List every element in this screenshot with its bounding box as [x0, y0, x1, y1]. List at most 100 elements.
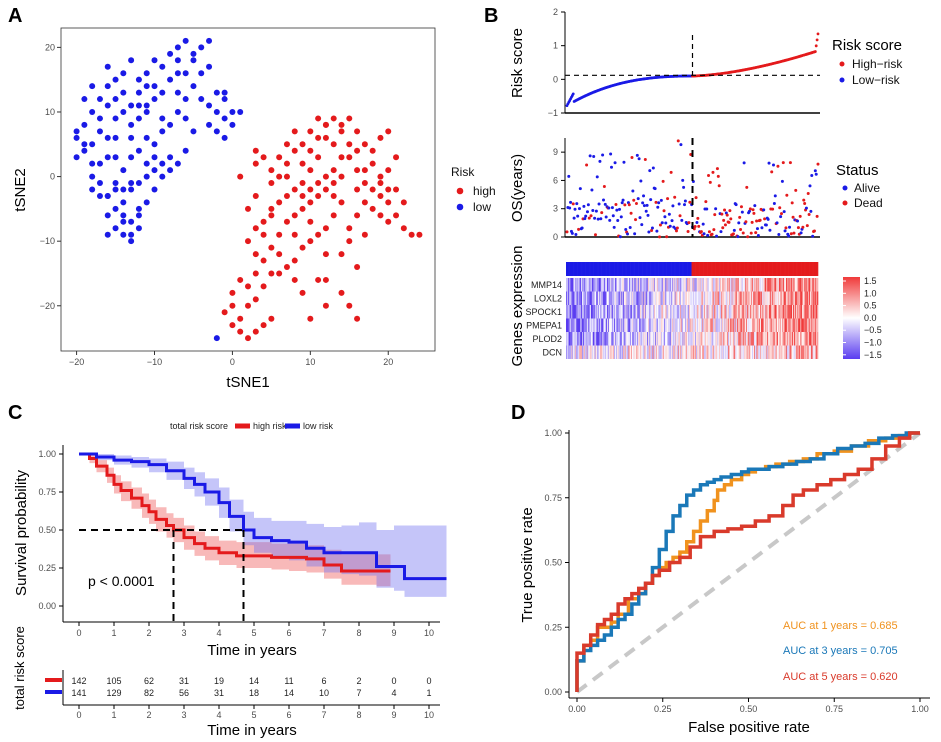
- heatmap-cell: [692, 305, 694, 319]
- heatmap-cell: [810, 305, 813, 319]
- tsne-point-low: [206, 121, 213, 128]
- heatmap-cell: [728, 318, 730, 332]
- heatmap-group-cell: [651, 262, 653, 276]
- heatmap-cell: [688, 305, 691, 319]
- heatmap-cell: [644, 291, 646, 305]
- tsne-point-low: [120, 199, 127, 206]
- heatmap-cell: [704, 278, 706, 292]
- heatmap-cell: [712, 305, 714, 319]
- heatmap-cell: [623, 278, 626, 292]
- heatmap-cell: [725, 332, 727, 346]
- tsne-point-high: [237, 276, 244, 283]
- heatmap-group-cell: [626, 262, 628, 276]
- heatmap-cell: [611, 278, 613, 292]
- heatmap-cell: [574, 305, 577, 319]
- heatmap-cell: [655, 332, 658, 346]
- heatmap-cell: [639, 332, 641, 346]
- heatmap-cell: [616, 305, 618, 319]
- heatmap-group-cell: [813, 262, 815, 276]
- heatmap-cell: [738, 345, 740, 359]
- heatmap-cell: [661, 291, 663, 305]
- heatmap-cell: [777, 305, 779, 319]
- roc-x-label: False positive rate: [688, 719, 810, 736]
- tsne-point-high: [252, 270, 259, 277]
- heatmap-cell: [673, 305, 675, 319]
- heatmap-group-cell: [671, 262, 674, 276]
- heatmap-cell: [713, 318, 716, 332]
- tsne-point-high: [330, 180, 337, 187]
- tsne-point-high: [291, 147, 298, 154]
- heatmap-cell: [566, 332, 569, 346]
- heatmap-cell: [670, 278, 672, 292]
- heatmap-group-cell: [690, 262, 692, 276]
- heatmap-cell: [611, 332, 613, 346]
- heatmap-cell: [696, 318, 699, 332]
- heatmap-cell: [795, 305, 797, 319]
- heatmap-cell: [572, 305, 574, 319]
- heatmap-cell: [628, 278, 630, 292]
- os-point-dead: [678, 214, 682, 218]
- tsne-point-high: [299, 205, 306, 212]
- heatmap-cell: [695, 305, 697, 319]
- tsne-x-label: tSNE1: [226, 374, 269, 391]
- os-point-alive: [682, 185, 686, 189]
- tsne-point-low: [190, 83, 197, 90]
- tsne-point-high: [338, 199, 345, 206]
- heatmap-group-cell: [800, 262, 802, 276]
- heatmap-group-cell: [728, 262, 730, 276]
- heatmap-cell: [696, 345, 699, 359]
- heatmap-cell: [651, 278, 653, 292]
- tsne-point-low: [182, 96, 189, 103]
- heatmap-cell: [578, 305, 580, 319]
- os-point-alive: [646, 213, 650, 217]
- heatmap-cell: [620, 318, 622, 332]
- heatmap-group-cell: [809, 262, 812, 276]
- heatmap-cell: [704, 305, 706, 319]
- os-point-alive: [773, 194, 777, 198]
- os-point-alive: [603, 202, 607, 206]
- heatmap-cell: [639, 318, 642, 332]
- heatmap-cell: [781, 291, 783, 305]
- heatmap-cell: [646, 318, 648, 332]
- heatmap-cell: [702, 345, 704, 359]
- heatmap-cell: [590, 332, 592, 346]
- heatmap-cell: [679, 332, 682, 346]
- tsne-point-high: [299, 192, 306, 199]
- heatmap-cell: [703, 305, 705, 319]
- tsne-point-low: [174, 160, 181, 167]
- heatmap-cell: [784, 305, 786, 319]
- heatmap-cell: [679, 291, 681, 305]
- heatmap-cell: [786, 305, 789, 319]
- heatmap-cell: [775, 305, 777, 319]
- tsne-point-low: [104, 192, 111, 199]
- heatmap-group-cell: [639, 262, 641, 276]
- heatmap-cell: [626, 278, 628, 292]
- heatmap-group-cell: [683, 262, 685, 276]
- heatmap-cell: [679, 332, 681, 346]
- heatmap-cell: [728, 318, 731, 332]
- heatmap-cell: [777, 305, 780, 319]
- heatmap-cell: [650, 291, 652, 305]
- heatmap-cell: [614, 291, 616, 305]
- heatmap-cell: [621, 318, 623, 332]
- heatmap-group-cell: [661, 262, 663, 276]
- roc-x-tick-label: 0.25: [654, 704, 672, 714]
- heatmap-cell: [768, 291, 770, 305]
- heatmap-group-cell: [657, 262, 659, 276]
- os-point-alive: [657, 201, 661, 205]
- heatmap-cell: [701, 345, 703, 359]
- os-y-tick-label: 3: [553, 204, 558, 214]
- os-point-alive: [619, 215, 623, 219]
- heatmap-cell: [804, 318, 806, 332]
- risk-table-x-tick-label: 6: [286, 710, 291, 720]
- heatmap-cell: [772, 305, 774, 319]
- tsne-point-high: [322, 225, 329, 232]
- heatmap-cell: [577, 332, 579, 346]
- heatmap-cell: [704, 291, 707, 305]
- heatmap-cell: [730, 345, 732, 359]
- tsne-point-low: [143, 199, 150, 206]
- heatmap-cell: [624, 345, 626, 359]
- heatmap-group-cell: [742, 262, 744, 276]
- heatmap-group-cell: [645, 262, 647, 276]
- heatmap-cell: [798, 332, 800, 346]
